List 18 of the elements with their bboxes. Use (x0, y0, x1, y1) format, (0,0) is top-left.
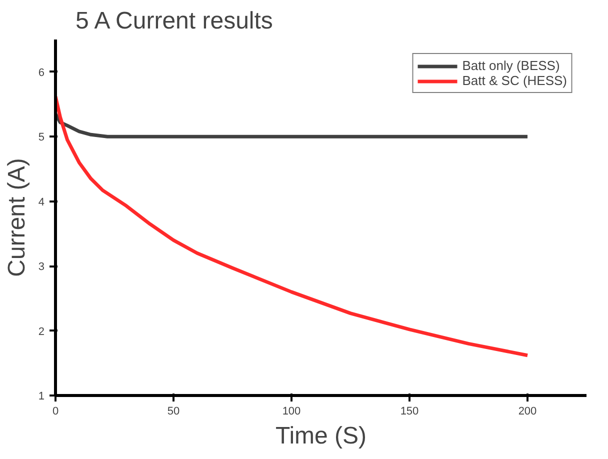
y-tick-label: 1 (38, 390, 45, 402)
y-tick-label: 6 (38, 66, 45, 79)
x-axis-title: Time (S) (275, 422, 367, 450)
x-tick-label: 0 (52, 406, 59, 418)
legend-label: Batt only (BESS) (462, 58, 560, 73)
x-tick-label: 50 (167, 406, 180, 418)
y-tick-label: 2 (38, 326, 45, 338)
chart-title: 5 A Current results (76, 8, 273, 34)
y-tick-label: 3 (38, 261, 45, 274)
line-series (56, 94, 530, 358)
x-tick-label: 100 (282, 406, 301, 418)
y-axis-title: Current (A) (3, 158, 30, 277)
line-series (56, 112, 530, 138)
y-tick-label: 5 (38, 132, 45, 144)
x-tick-label: 150 (400, 406, 419, 418)
x-tick-label: 200 (518, 406, 537, 418)
legend-label: Batt & SC (HESS) (462, 73, 567, 88)
y-tick-label: 4 (38, 196, 45, 208)
